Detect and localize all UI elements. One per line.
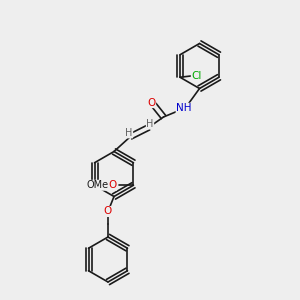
Text: Cl: Cl xyxy=(191,71,202,81)
Text: H: H xyxy=(125,128,133,138)
Text: O: O xyxy=(104,206,112,217)
Text: NH: NH xyxy=(176,103,192,113)
Text: OMe: OMe xyxy=(86,180,109,190)
Text: H: H xyxy=(146,119,154,129)
Text: O: O xyxy=(108,180,117,190)
Text: O: O xyxy=(147,98,156,108)
